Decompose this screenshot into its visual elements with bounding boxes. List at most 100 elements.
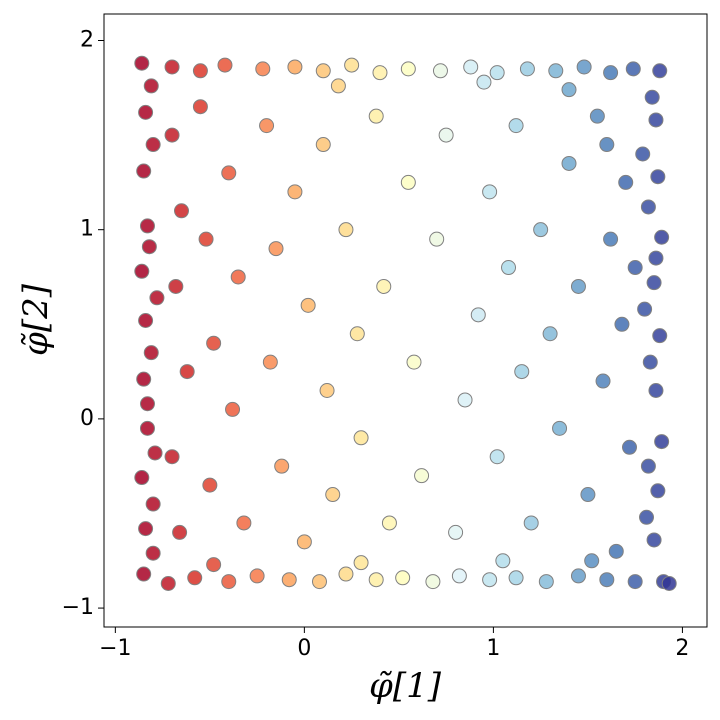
point [514,364,530,380]
point [640,458,656,474]
y-tick-label: 1 [80,217,94,242]
point [138,313,154,328]
point [508,118,524,134]
point [463,59,479,75]
point [145,545,161,561]
point [432,63,448,79]
point [179,364,195,380]
point [614,316,630,332]
point [168,278,184,294]
point [255,61,271,77]
point [603,231,619,247]
point [311,574,327,590]
point [139,420,155,436]
point [642,354,658,370]
point [338,222,354,238]
point [164,59,180,75]
y-tick-label: 2 [80,27,94,52]
point [206,335,222,351]
point [368,572,384,588]
point [136,163,152,179]
point [448,524,464,540]
point [482,184,498,200]
x-tick-label: 2 [675,636,689,661]
y-tick-label: 0 [80,406,94,431]
point [639,509,655,525]
point [648,112,664,128]
point [621,439,637,455]
point [145,137,161,153]
point [268,241,284,257]
point [595,373,611,389]
point [406,354,422,370]
point [646,275,662,291]
point [221,165,237,181]
point [561,155,577,171]
point [519,61,535,77]
point [470,307,486,323]
point [438,127,454,143]
point [139,396,155,412]
point [296,534,312,550]
point [192,63,208,79]
point [281,572,297,588]
point [425,574,441,590]
point [338,566,354,582]
point [315,63,331,79]
point [217,57,233,73]
plot-frame [103,13,708,628]
point [589,108,605,124]
point [187,570,203,586]
point [143,345,159,361]
point [640,199,656,215]
point [287,184,303,200]
point [249,568,265,584]
point [650,483,666,499]
point [508,570,524,586]
point [627,260,643,276]
point [221,574,237,590]
point [570,568,586,584]
point [174,203,190,219]
point [495,553,511,569]
point [141,239,157,255]
point [561,82,577,98]
point [599,137,615,153]
point [138,104,154,120]
point [139,218,155,234]
point [160,575,176,591]
point [648,250,664,266]
point [274,458,290,474]
point [315,137,331,153]
point [134,55,150,71]
point [134,470,150,486]
point [300,297,316,313]
point [349,326,365,342]
point [584,553,600,569]
point [395,570,411,586]
point [652,328,668,344]
point [570,278,586,294]
point [650,169,666,185]
point [198,231,214,247]
point [147,445,163,461]
point [501,260,517,276]
point [164,127,180,143]
point [652,63,668,79]
point [136,371,152,387]
point [325,487,341,503]
point [149,290,165,306]
point [143,78,159,94]
x-tick-label: −1 [99,636,131,661]
point [489,65,505,81]
x-tick-label: 1 [486,636,500,661]
point [580,487,596,503]
point [654,434,670,450]
point [414,468,430,484]
point [533,222,549,238]
point [262,354,278,370]
point [400,61,416,77]
point [661,575,677,591]
point [482,572,498,588]
